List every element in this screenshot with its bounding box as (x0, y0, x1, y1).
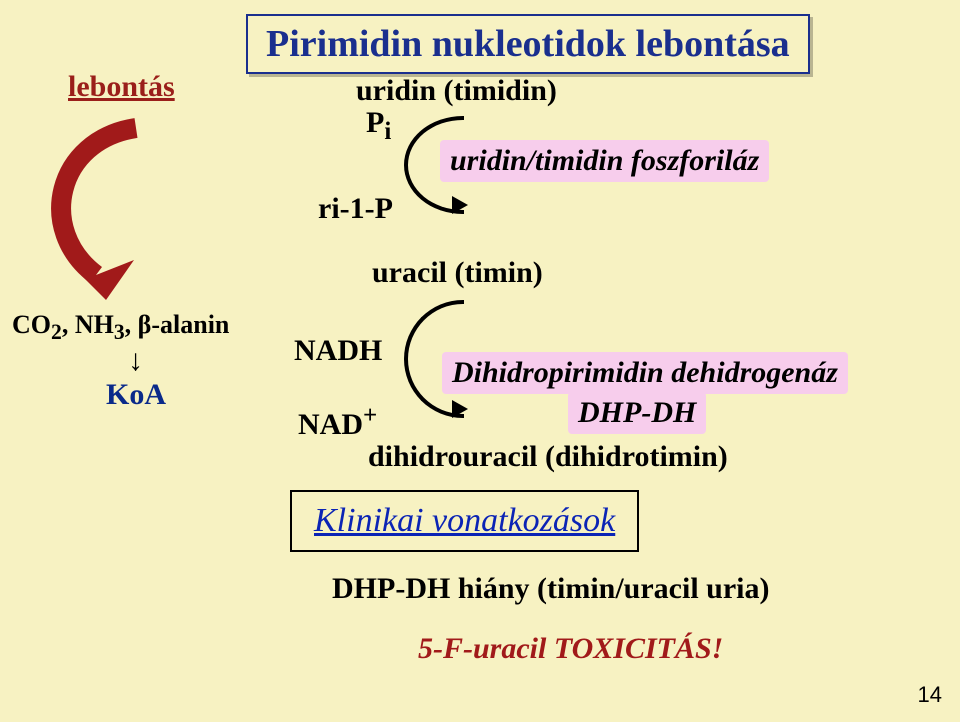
step-uridine: uridin (timidin) (356, 74, 557, 108)
nad-plus-label: NAD+ (298, 402, 377, 442)
nadh-label: NADH (294, 334, 382, 368)
pi-label: Pi (366, 106, 391, 146)
nad-sup: + (363, 402, 377, 429)
clinical-toxic: 5-F-uracil TOXICITÁS! (418, 632, 723, 666)
dihydrouracil-b: (dihidrotimin) (545, 440, 728, 473)
pi-letter: P (366, 106, 384, 139)
reaction-arc-1-arrowhead-icon (452, 196, 468, 214)
clinical-line-1: DHP-DH hiány (timin/uracil uria) (332, 572, 770, 606)
products-nh-sub: 3 (114, 320, 125, 344)
step-uracil: uracil (timin) (372, 256, 543, 290)
products-co: CO (12, 310, 51, 339)
step-dihydrouracil: dihidrouracil (dihidrotimin) (368, 440, 728, 474)
products-nh: , NH (62, 310, 114, 339)
down-arrow-icon: ↓ (128, 344, 143, 378)
pi-sub: i (384, 118, 391, 145)
products-beta: , β-alanin (125, 310, 230, 339)
enzyme-dhpdh-line1: Dihidropirimidin dehidrogenáz (442, 352, 848, 394)
ri1p-label: ri-1-P (318, 192, 393, 226)
dihydrouracil-a: dihidrouracil (368, 440, 545, 473)
products-label: CO2, NH3, β-alanin (12, 310, 229, 345)
page-number: 14 (918, 682, 942, 708)
catabolism-arrow-icon (26, 110, 196, 300)
left-heading: lebontás (68, 70, 175, 104)
slide-title: Pirimidin nukleotidok lebontása (246, 14, 810, 74)
clinical-link-box[interactable]: Klinikai vonatkozások (290, 490, 639, 552)
reaction-arc-2-arrowhead-icon (452, 400, 468, 418)
enzyme-dhpdh-line2: DHP-DH (568, 392, 706, 434)
nad-text: NAD (298, 408, 363, 441)
koa-label: KoA (106, 378, 166, 412)
slide-title-text: Pirimidin nukleotidok lebontása (266, 23, 790, 65)
enzyme-phosphorylase: uridin/timidin foszforiláz (440, 140, 769, 182)
products-co-sub: 2 (51, 320, 62, 344)
clinical-link-text: Klinikai vonatkozások (314, 502, 615, 539)
